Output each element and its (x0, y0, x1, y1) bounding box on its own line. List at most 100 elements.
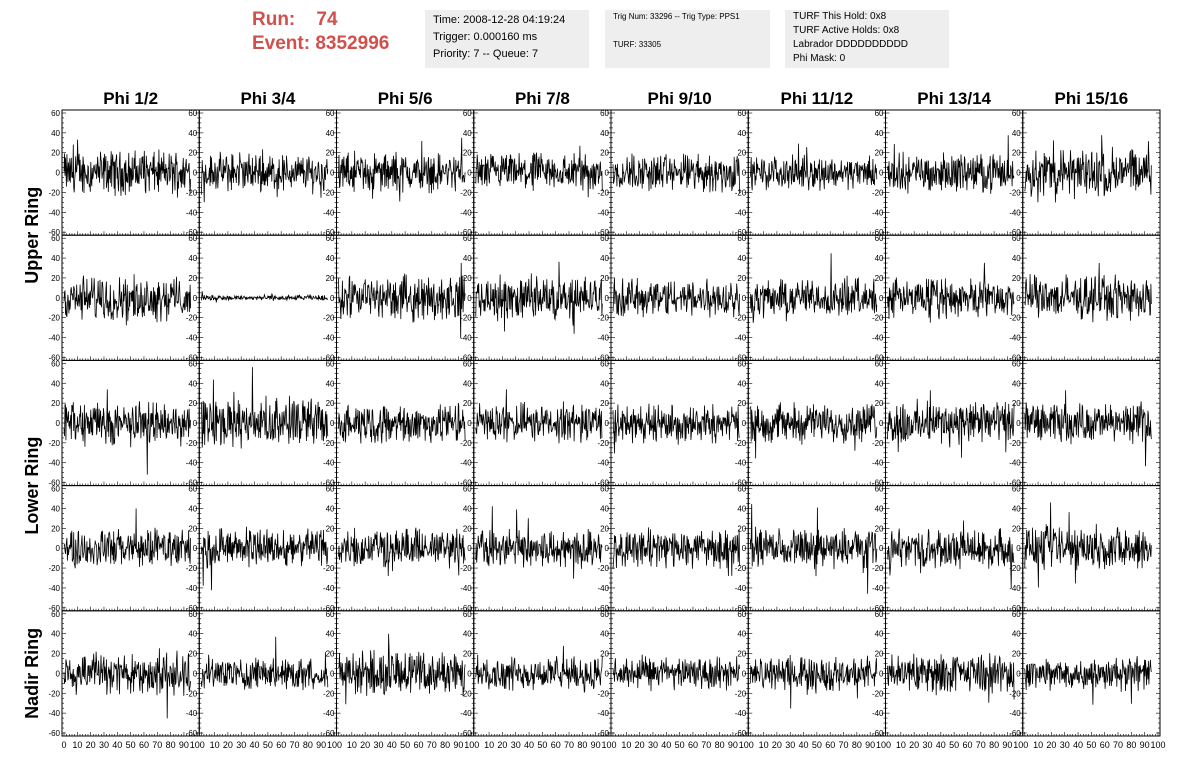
y-tick-label: -60 (872, 353, 884, 362)
y-tick-label: 0 (330, 419, 335, 428)
y-tick-label: -60 (186, 604, 198, 613)
y-tick-label: -40 (1009, 459, 1021, 468)
y-tick-label: -20 (323, 439, 335, 448)
y-tick-label: 40 (188, 379, 197, 388)
y-tick-label: -60 (323, 353, 335, 362)
y-tick-label: -60 (323, 479, 335, 488)
y-tick-label: 0 (879, 294, 884, 303)
y-tick-label: 40 (51, 254, 60, 263)
y-tick-label: 60 (600, 610, 609, 619)
x-tick-label: 80 (989, 740, 999, 750)
y-tick-label: 0 (330, 169, 335, 178)
y-tick-label: 60 (463, 485, 472, 494)
y-tick-label: 40 (737, 379, 746, 388)
y-tick-label: -40 (460, 459, 472, 468)
y-tick-label: 20 (600, 524, 609, 533)
y-tick-label: 40 (1012, 630, 1021, 639)
waveform-series (1024, 656, 1152, 705)
x-tick-label: 30 (922, 740, 932, 750)
y-tick-label: 40 (875, 129, 884, 138)
y-tick-label: -60 (1009, 479, 1021, 488)
y-tick-label: 20 (600, 149, 609, 158)
waveform-series (612, 277, 740, 318)
y-tick-label: 40 (463, 129, 472, 138)
y-tick-label: -40 (48, 584, 60, 593)
y-tick-label: 0 (742, 669, 747, 678)
column-title: Phi 3/4 (240, 89, 295, 108)
y-tick-label: 0 (56, 544, 61, 553)
y-tick-label: -60 (872, 479, 884, 488)
y-tick-label: -20 (597, 188, 609, 197)
turf-info-box: TURF This Hold: 0x8 TURF Active Holds: 0… (785, 10, 949, 68)
column-title: Phi 7/8 (515, 89, 570, 108)
y-tick-label: 0 (467, 294, 472, 303)
x-tick-label: 90 (865, 740, 875, 750)
y-tick-label: -60 (460, 479, 472, 488)
y-tick-label: -20 (872, 314, 884, 323)
y-tick-label: -60 (872, 228, 884, 237)
y-tick-label: 40 (51, 630, 60, 639)
x-tick-label: 100 (739, 740, 754, 750)
y-tick-label: -40 (460, 334, 472, 343)
y-tick-label: 60 (875, 109, 884, 118)
y-tick-label: -20 (186, 689, 198, 698)
y-tick-label: 0 (193, 419, 198, 428)
y-tick-label: 40 (463, 254, 472, 263)
x-tick-label: 10 (347, 740, 357, 750)
turf-active-text: TURF Active Holds: 0x8 (793, 25, 900, 36)
column-title: Phi 11/12 (780, 89, 853, 108)
x-tick-label: 10 (621, 740, 631, 750)
x-tick-label: 90 (591, 740, 601, 750)
y-tick-label: 20 (51, 274, 60, 283)
y-tick-label: 0 (56, 169, 61, 178)
y-tick-label: 0 (605, 169, 610, 178)
x-tick-label: 90 (1002, 740, 1012, 750)
waveform-series (749, 402, 878, 459)
trig-num-text: Trig Num: 33296 -- Trig Type: PPS1 (613, 12, 740, 21)
y-tick-label: 0 (742, 294, 747, 303)
y-tick-label: -60 (48, 604, 60, 613)
y-tick-label: 40 (875, 504, 884, 513)
x-tick-label: 40 (936, 740, 946, 750)
y-tick-label: 40 (326, 630, 335, 639)
y-tick-label: -20 (735, 188, 747, 197)
waveform-series (63, 508, 191, 569)
waveform-series (475, 506, 603, 579)
x-tick-label: 80 (715, 740, 725, 750)
ring-label: Lower Ring (22, 437, 42, 535)
y-tick-label: -60 (186, 729, 198, 738)
y-tick-label: -60 (48, 729, 60, 738)
y-tick-label: 0 (742, 419, 747, 428)
y-tick-label: -60 (735, 729, 747, 738)
x-tick-label: 40 (112, 740, 122, 750)
event-label: Event: (252, 33, 311, 54)
y-tick-label: -60 (460, 228, 472, 237)
x-tick-label: 10 (484, 740, 494, 750)
y-tick-label: 0 (879, 419, 884, 428)
y-tick-label: 40 (463, 504, 472, 513)
x-tick-label: 100 (190, 740, 205, 750)
y-tick-label: 0 (56, 669, 61, 678)
y-tick-label: 20 (600, 650, 609, 659)
y-tick-label: 60 (737, 485, 746, 494)
y-tick-label: 60 (463, 359, 472, 368)
y-tick-label: -60 (597, 353, 609, 362)
y-tick-label: 20 (188, 650, 197, 659)
y-tick-label: 20 (737, 524, 746, 533)
y-tick-label: 0 (330, 544, 335, 553)
y-tick-label: 60 (188, 109, 197, 118)
y-tick-label: 60 (463, 234, 472, 243)
y-tick-label: -60 (735, 479, 747, 488)
y-tick-label: 20 (875, 149, 884, 158)
y-tick-label: -40 (1009, 709, 1021, 718)
waveform-series (200, 149, 329, 203)
y-tick-label: 0 (56, 419, 61, 428)
y-tick-label: -60 (323, 729, 335, 738)
y-tick-label: 40 (600, 630, 609, 639)
x-tick-label: 70 (701, 740, 711, 750)
turf-text: TURF: 33305 (613, 40, 662, 49)
y-tick-label: 0 (193, 669, 198, 678)
x-tick-label: 100 (1013, 740, 1028, 750)
y-tick-label: -40 (460, 584, 472, 593)
y-tick-label: 20 (326, 524, 335, 533)
